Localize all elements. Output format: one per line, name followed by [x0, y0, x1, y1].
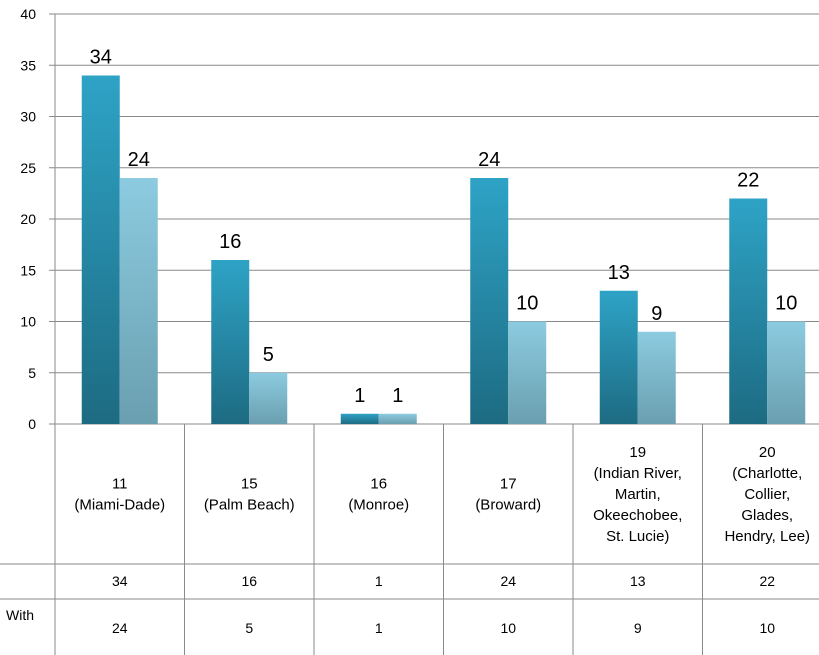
- data-label: 22: [737, 170, 759, 192]
- category-line: (Monroe): [348, 497, 409, 514]
- category-line: Okeechobee,: [593, 507, 682, 524]
- bar: [599, 290, 638, 424]
- table-value: 5: [245, 620, 253, 636]
- category-line: 16: [370, 476, 387, 493]
- y-tick-label: 35: [20, 57, 36, 73]
- table-value: 13: [630, 573, 646, 589]
- category-line: 20: [759, 444, 776, 461]
- category-line: Glades,: [741, 507, 793, 524]
- category-line: 19: [629, 444, 646, 461]
- category-line: (Indian River,: [594, 465, 682, 482]
- bar: [340, 413, 379, 424]
- bar: [470, 178, 509, 424]
- series-row-label: With: [6, 607, 34, 623]
- table-value: 24: [112, 620, 128, 636]
- y-axis: 0 5 10 15 20 25 30 35 40: [20, 6, 56, 655]
- bar: [508, 321, 547, 424]
- category-line: Collier,: [744, 486, 790, 503]
- table-value: 1: [375, 620, 383, 636]
- table-value: 10: [759, 620, 775, 636]
- data-label: 5: [263, 344, 274, 366]
- table-value: 10: [500, 620, 516, 636]
- table-value: 34: [112, 573, 128, 589]
- x-category-label: 11 (Miami-Dade): [74, 476, 165, 514]
- bar: [378, 413, 417, 424]
- data-labels: 34 16 1 24 13 22 24 5 1 10 9 10: [90, 47, 798, 407]
- data-label: 10: [775, 293, 797, 315]
- category-line: (Charlotte,: [732, 465, 802, 482]
- x-category-label: 15 (Palm Beach): [204, 476, 295, 514]
- bar: [767, 321, 806, 424]
- x-category-label: 20 (Charlotte, Collier, Glades, Hendry, Lee): [724, 444, 810, 545]
- data-label: 1: [354, 385, 365, 407]
- gridlines: [49, 13, 819, 425]
- data-label: 1: [392, 385, 403, 407]
- table-value: 1: [375, 573, 383, 589]
- data-label: 34: [90, 47, 112, 69]
- table-value: 9: [634, 620, 642, 636]
- data-table: 11 (Miami-Dade)15 (Palm Beach)16 (Monroe)17…: [0, 424, 819, 655]
- y-tick-label: 40: [20, 6, 36, 22]
- table-value: 16: [241, 573, 257, 589]
- x-category-label: 16 (Monroe): [348, 476, 409, 514]
- data-label: 24: [128, 149, 150, 171]
- y-tick-label: 30: [20, 109, 36, 125]
- data-label: 24: [478, 149, 500, 171]
- y-tick-label: 5: [28, 365, 36, 381]
- y-tick-label: 10: [20, 314, 36, 330]
- data-label: 10: [516, 293, 538, 315]
- y-tick-label: 20: [20, 211, 36, 227]
- y-tick-label: 0: [28, 416, 36, 432]
- category-line: Hendry, Lee): [724, 528, 810, 545]
- bar: [119, 178, 158, 424]
- category-line: Martin,: [615, 486, 661, 503]
- bar: [249, 372, 288, 424]
- data-label: 16: [219, 231, 241, 253]
- category-line: St. Lucie): [606, 528, 669, 545]
- table-value: 22: [759, 573, 775, 589]
- category-line: (Broward): [475, 497, 541, 514]
- table-value: 24: [500, 573, 516, 589]
- y-tick-label: 15: [20, 262, 36, 278]
- x-category-label: 17 (Broward): [475, 476, 541, 514]
- category-line: 15: [241, 476, 258, 493]
- bar: [637, 331, 676, 424]
- x-category-label: 19 (Indian River, Martin, Okeechobee, St. Lu…: [593, 444, 682, 545]
- category-line: 17: [500, 476, 517, 493]
- bars: [81, 75, 806, 424]
- category-line: 11: [112, 476, 128, 493]
- bar: [81, 75, 120, 424]
- category-line: (Palm Beach): [204, 497, 295, 514]
- y-tick-label: 25: [20, 160, 36, 176]
- bar: [729, 198, 768, 424]
- data-label: 9: [651, 303, 662, 325]
- data-label: 13: [608, 262, 630, 284]
- bar: [211, 260, 250, 424]
- category-line: (Miami-Dade): [74, 497, 165, 514]
